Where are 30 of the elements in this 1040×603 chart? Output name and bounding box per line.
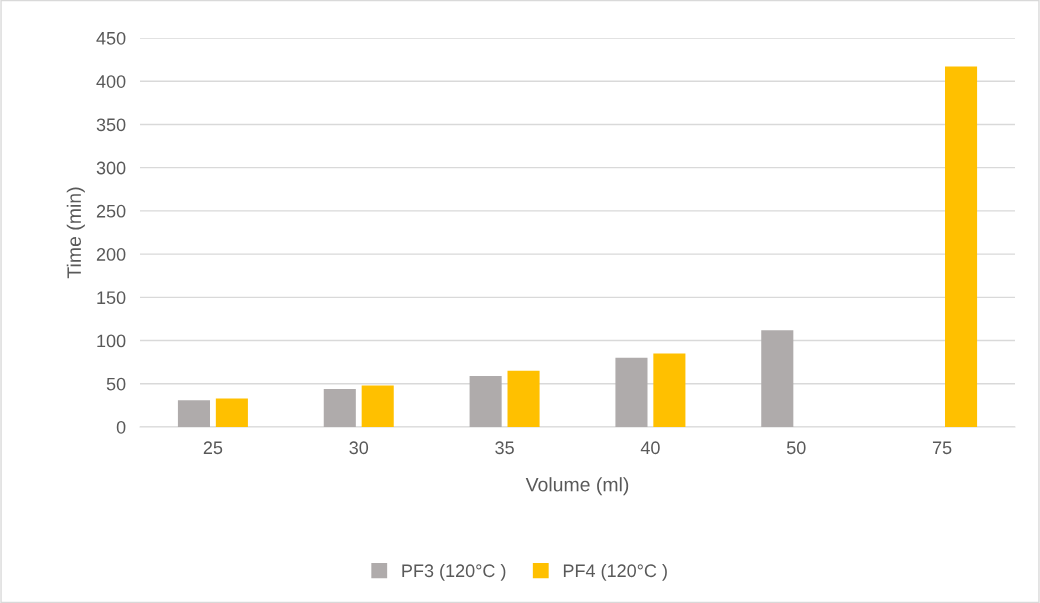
- x-tick-label: 30: [349, 441, 369, 455]
- y-tick-label: 300: [96, 161, 126, 175]
- legend-label: PF3 (120°C ): [402, 563, 506, 581]
- x-tick-label: 75: [932, 441, 952, 455]
- x-tick-label: 40: [640, 441, 660, 455]
- y-tick-label: 450: [96, 31, 126, 45]
- bar: [361, 385, 394, 427]
- y-tick-label: 0: [116, 420, 126, 434]
- bar: [653, 353, 686, 427]
- bar: [177, 400, 210, 427]
- y-tick-label: 50: [106, 377, 126, 391]
- bar: [945, 66, 978, 427]
- bar: [323, 388, 356, 427]
- y-tick-label: 350: [96, 118, 126, 132]
- bar: [469, 376, 502, 427]
- bar: [761, 330, 794, 427]
- x-tick-label: 35: [495, 441, 514, 455]
- y-axis-title: Time (min): [66, 187, 85, 279]
- legend-label: PF4 (120°C ): [563, 563, 667, 581]
- y-tick-label: 100: [97, 334, 126, 348]
- bar: [507, 370, 540, 427]
- y-tick-label: 200: [96, 248, 126, 261]
- x-tick-label: 50: [786, 441, 806, 455]
- bar: [615, 357, 648, 427]
- bar: [215, 398, 248, 427]
- y-tick-label: 400: [96, 75, 126, 88]
- y-tick-label: 150: [97, 291, 126, 305]
- y-tick-label: 250: [96, 204, 126, 218]
- x-tick-label: 25: [203, 441, 223, 455]
- x-axis-title: Volume (ml): [525, 477, 629, 496]
